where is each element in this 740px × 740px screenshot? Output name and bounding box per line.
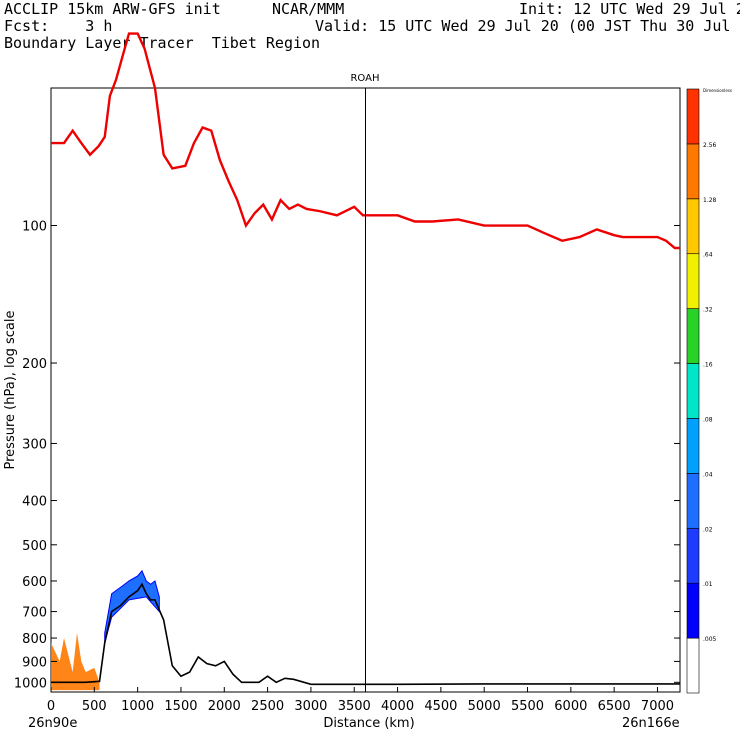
x-tick-label: 4000 — [381, 699, 414, 714]
left-endpoint-label: 26n90e — [28, 716, 77, 731]
x-tick-label: 6500 — [598, 699, 631, 714]
y-tick-label: 700 — [22, 606, 47, 621]
tropopause-line — [51, 32, 680, 250]
y-tick-label: 500 — [22, 539, 47, 554]
x-tick-label: 2000 — [208, 699, 241, 714]
y-tick-label: 200 — [22, 357, 47, 372]
colorbar-swatch — [686, 363, 700, 419]
x-tick-label: 1500 — [164, 699, 197, 714]
header-init: Init: 12 UTC Wed 29 Jul 20 — [519, 0, 740, 18]
terrain-line — [51, 582, 680, 686]
right-endpoint-label: 26n166e — [622, 716, 680, 731]
colorbar-swatch — [686, 418, 700, 474]
colorbar-label: .08 — [703, 416, 713, 423]
tracer-plume — [104, 569, 160, 644]
y-tick-label: 1000 — [14, 676, 47, 691]
x-tick-label: 4500 — [424, 699, 457, 714]
x-tick-label: 500 — [82, 699, 107, 714]
colorbar-label: .02 — [703, 526, 713, 533]
marker-label: ROAH — [350, 73, 379, 84]
y-tick-label: 400 — [22, 495, 47, 510]
colorbar-label: 1.28 — [703, 197, 717, 204]
x-tick-label: 5500 — [511, 699, 544, 714]
colorbar-swatch — [686, 253, 700, 309]
header-valid: Valid: 15 UTC Wed 29 Jul 20 (00 JST Thu … — [315, 17, 740, 35]
colorbar-swatch — [686, 582, 700, 639]
y-tick-label: 800 — [22, 632, 47, 647]
colorbar-swatch — [686, 308, 700, 364]
colorbar-label: .04 — [703, 471, 713, 478]
colorbar-swatch — [686, 143, 700, 200]
x-tick-label: 2500 — [251, 699, 284, 714]
x-axis-label: Distance (km) — [323, 716, 414, 731]
header-model: ACCLIP 15km ARW-GFS init — [4, 0, 221, 18]
colorbar-label: Dimensionless — [703, 88, 732, 93]
colorbar-label: .64 — [703, 252, 713, 259]
x-tick-label: 1000 — [121, 699, 154, 714]
y-axis-label: Pressure (hPa), log scale — [3, 311, 18, 470]
x-tick-label: 0 — [47, 699, 55, 714]
header-org: NCAR/MMM — [272, 0, 345, 18]
x-tick-label: 3500 — [338, 699, 371, 714]
colorbar-label: .32 — [703, 307, 713, 314]
y-tick-label: 100 — [22, 220, 47, 235]
colorbar-label: 2.56 — [703, 142, 717, 149]
colorbar-label: .16 — [703, 362, 713, 369]
colorbar-swatch — [686, 527, 700, 584]
y-tick-label: 900 — [22, 655, 47, 670]
colorbar-swatch — [686, 198, 700, 255]
colorbar-swatch — [686, 637, 700, 694]
header-title: Boundary Layer Tracer Tibet Region — [4, 34, 321, 52]
x-tick-label: 5000 — [468, 699, 501, 714]
tracer-area — [51, 633, 100, 691]
y-tick-label: 300 — [22, 437, 47, 452]
y-tick-label: 600 — [22, 575, 47, 590]
x-tick-label: 7000 — [641, 699, 674, 714]
colorbar-swatch — [686, 473, 700, 529]
colorbar: .005 .01 .02 .04 .08 .16 .32 .64 1.28 2.56 Dimensi… — [686, 88, 732, 694]
colorbar-label: .01 — [703, 581, 713, 588]
x-tick-label: 3000 — [294, 699, 327, 714]
colorbar-swatch — [686, 88, 700, 145]
x-tick-label: 6000 — [554, 699, 587, 714]
header-forecast: Fcst: 3 h — [4, 17, 113, 35]
colorbar-label: .005 — [703, 636, 717, 643]
